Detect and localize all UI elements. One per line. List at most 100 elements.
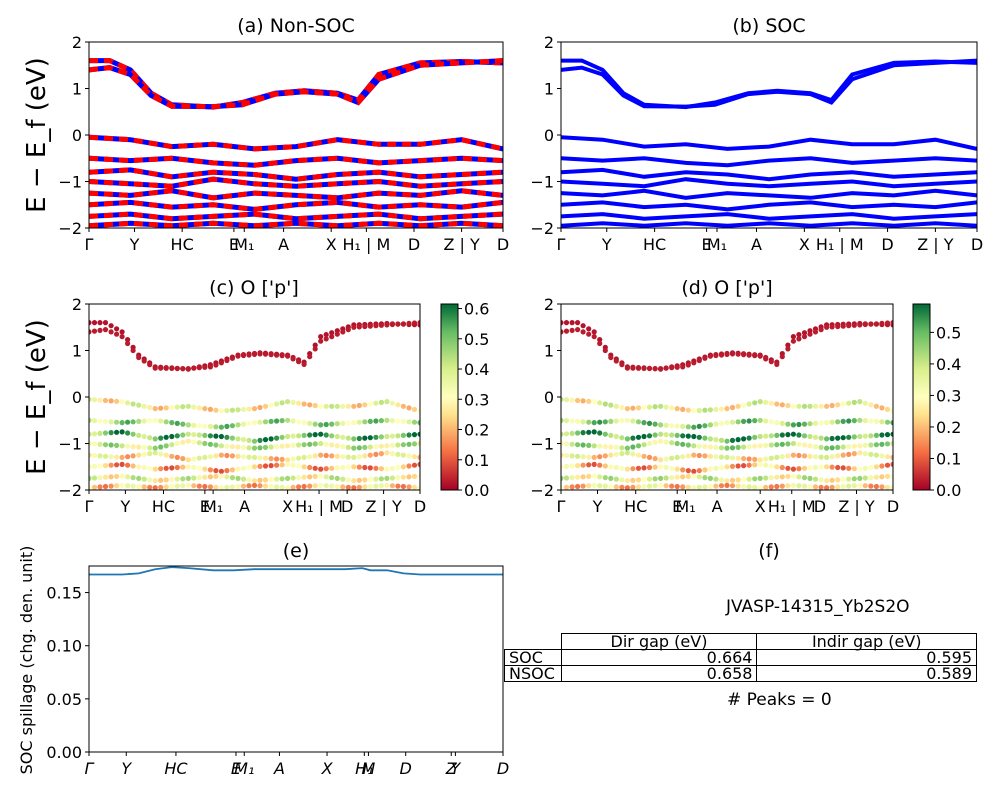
band-point <box>696 443 702 449</box>
band-point <box>169 433 175 440</box>
band-point <box>713 454 719 460</box>
band-point <box>251 445 258 451</box>
band-point <box>707 436 714 442</box>
band-point <box>641 404 647 411</box>
band-point <box>663 475 669 481</box>
band-point <box>608 464 614 470</box>
k-point-label: Γ <box>85 759 95 778</box>
band-point <box>207 433 213 439</box>
band-point <box>868 475 874 481</box>
band-point <box>646 404 653 410</box>
band-point <box>801 465 808 471</box>
band-point <box>185 438 191 444</box>
band-point <box>561 320 564 326</box>
band-point <box>334 475 340 481</box>
band-point <box>406 432 412 438</box>
k-point-label: Z | Y <box>365 497 402 516</box>
k-point-label: HC <box>164 759 188 778</box>
band-point <box>147 362 153 368</box>
band-point <box>323 441 329 447</box>
band-point <box>835 435 841 441</box>
band-point <box>285 457 291 463</box>
k-point-label: HC <box>643 235 666 254</box>
colorbar-c <box>440 303 459 491</box>
band-point <box>646 464 653 471</box>
band-point <box>613 403 619 409</box>
band-point <box>746 456 752 462</box>
band-point <box>796 466 802 472</box>
band-point <box>801 330 808 336</box>
band-point <box>367 444 373 450</box>
band-point <box>890 431 893 437</box>
band-point <box>91 431 98 437</box>
band-point <box>356 464 362 470</box>
band-point <box>395 418 401 424</box>
band-point <box>857 475 863 481</box>
band-point <box>290 462 296 468</box>
band-point <box>119 461 125 467</box>
band-point <box>635 365 642 371</box>
band-point <box>102 453 109 459</box>
band-point <box>290 442 296 448</box>
band-point <box>735 419 741 425</box>
band-point <box>362 477 368 483</box>
band-point <box>218 452 224 458</box>
band-point <box>691 360 697 366</box>
band-point <box>389 321 395 328</box>
band-point <box>724 406 730 412</box>
band-point <box>185 475 191 481</box>
band-point <box>389 418 395 424</box>
band-line <box>561 58 977 110</box>
band-point <box>868 464 874 471</box>
band-point <box>163 434 169 440</box>
band-point <box>851 399 857 405</box>
band-point <box>185 431 191 437</box>
band-point <box>102 418 109 424</box>
band-point <box>323 452 329 459</box>
band-point <box>251 420 258 426</box>
band-point <box>180 439 186 445</box>
band-point <box>312 483 318 489</box>
band-point <box>807 403 813 409</box>
band-point <box>191 464 197 471</box>
y-tick-label: −1 <box>58 435 82 454</box>
band-point <box>274 352 280 358</box>
band-point <box>851 418 857 424</box>
band-point <box>417 408 420 414</box>
band-point <box>345 454 351 460</box>
band-point <box>246 352 252 358</box>
band-point <box>763 418 769 424</box>
band-point <box>389 433 395 439</box>
band-point <box>718 445 725 451</box>
band-point <box>735 483 741 489</box>
band-point <box>674 423 680 429</box>
band-point <box>796 403 802 409</box>
y-tick-label: 1 <box>72 80 82 99</box>
band-point <box>400 321 406 327</box>
band-point <box>141 358 147 364</box>
band-point <box>741 463 747 469</box>
band-point <box>240 352 247 359</box>
band-point <box>718 437 725 443</box>
band-point <box>801 421 808 427</box>
band-point <box>257 463 263 469</box>
band-point <box>796 332 802 338</box>
k-point-label: A <box>278 235 289 254</box>
band-point <box>851 322 857 328</box>
band-point <box>597 340 603 347</box>
band-point <box>345 444 351 450</box>
band-point <box>196 405 202 411</box>
band-point <box>608 418 614 424</box>
band-point <box>613 484 619 490</box>
band-point <box>624 365 631 371</box>
band-point <box>707 353 714 359</box>
band-point <box>669 455 675 461</box>
band-point <box>97 441 103 447</box>
band-point <box>279 484 285 490</box>
y-tick-label: 2 <box>544 33 554 52</box>
band-point <box>812 329 819 335</box>
band-point <box>796 441 802 447</box>
band-point <box>790 403 797 409</box>
band-point <box>674 474 680 480</box>
band-point <box>362 453 368 459</box>
